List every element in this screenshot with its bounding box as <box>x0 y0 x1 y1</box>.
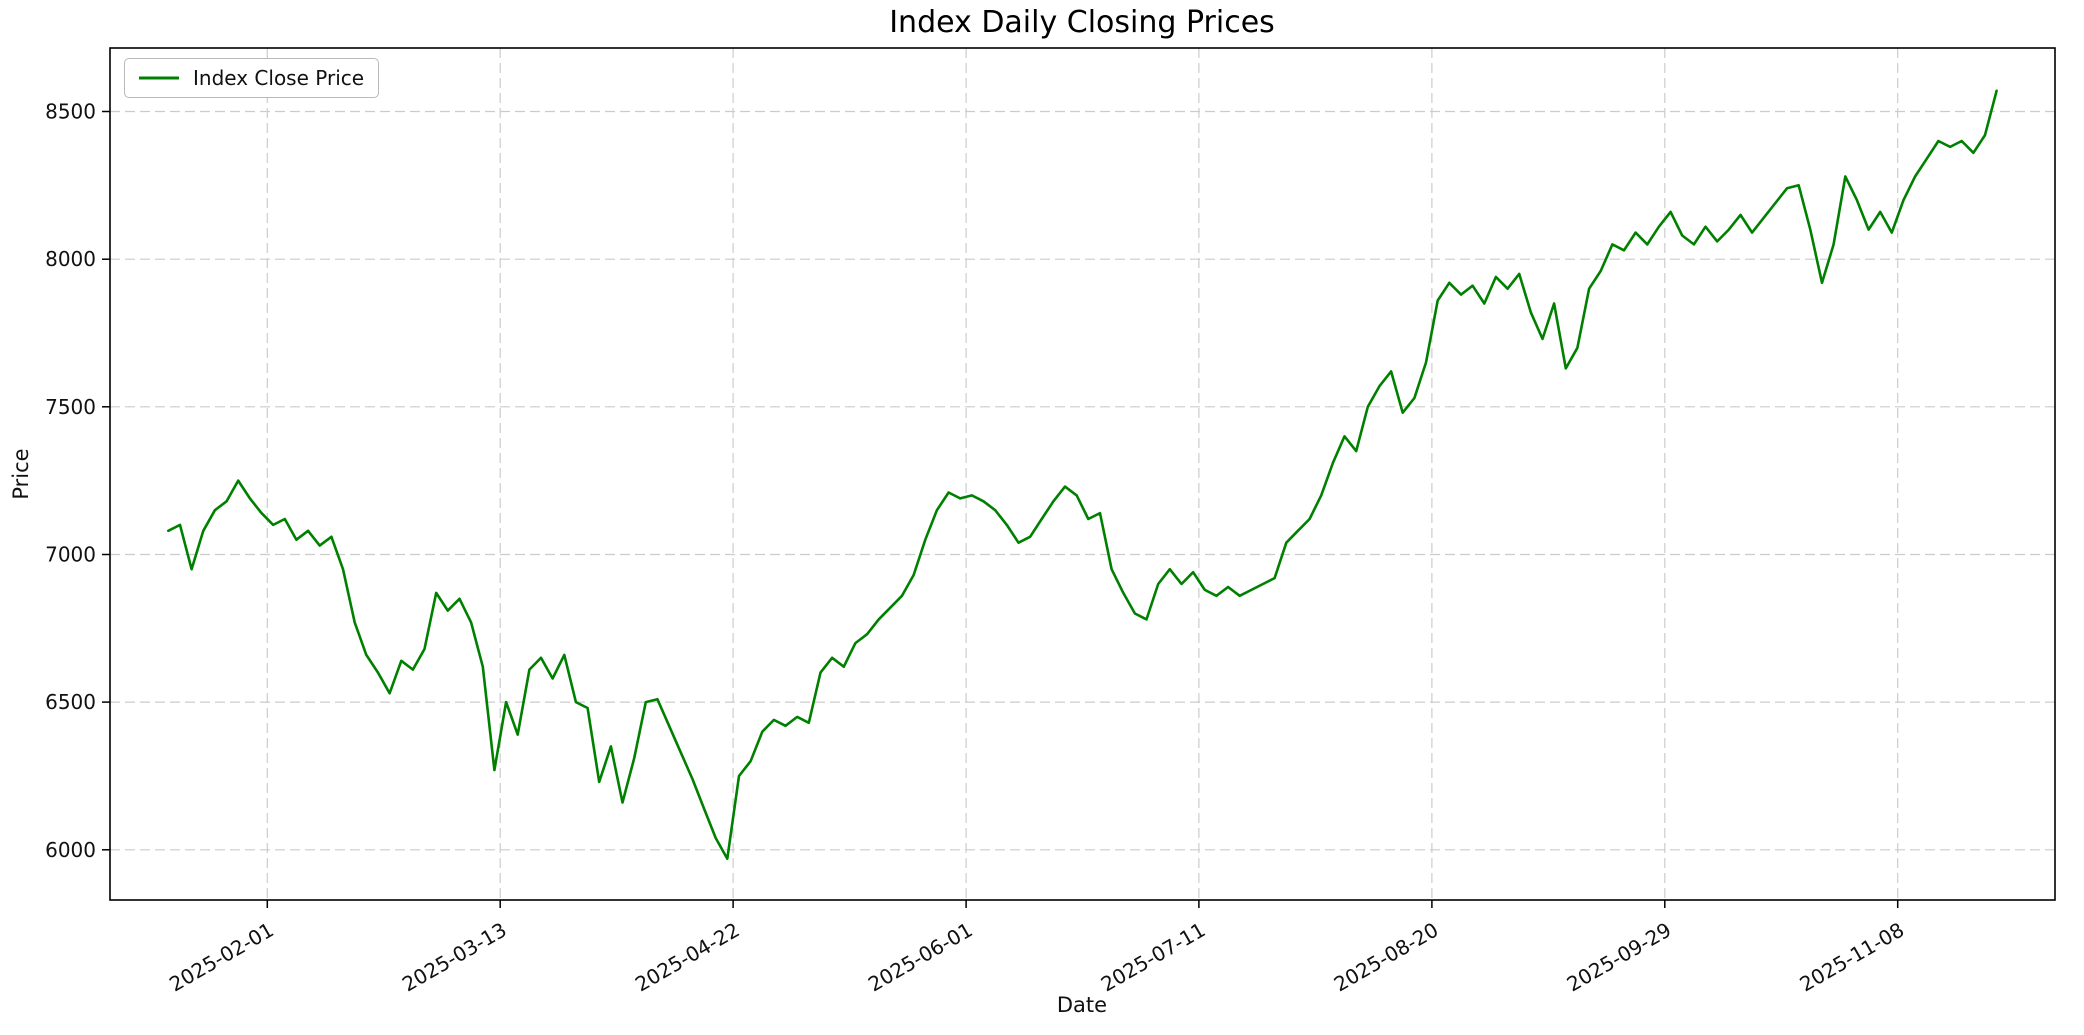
x-tick-label: 2025-09-29 <box>1563 918 1676 997</box>
legend-label: Index Close Price <box>193 66 365 90</box>
legend-line-sample <box>139 76 179 80</box>
x-tick-label: 2025-07-11 <box>1097 918 1210 997</box>
y-tick-label: 6000 <box>45 838 96 862</box>
x-tick-label: 2025-04-22 <box>631 918 744 997</box>
x-tick-label: 2025-08-20 <box>1330 918 1443 997</box>
y-tick-label: 7000 <box>45 543 96 567</box>
price-series-line <box>167 89 1998 861</box>
plot-border <box>109 47 2056 901</box>
legend: Index Close Price <box>124 58 380 98</box>
plot-area: 6000 6500 7000 7500 8000 8500 2025-02-01 2025-0… <box>45 47 2056 997</box>
x-tick-label: 2025-06-01 <box>864 918 977 997</box>
x-tick-label: 2025-02-01 <box>165 918 278 997</box>
y-tick-label: 8500 <box>45 100 96 124</box>
x-axis-label: Date <box>1057 993 1107 1017</box>
chart-title: Index Daily Closing Prices <box>889 5 1275 40</box>
y-tick-label: 8000 <box>45 247 96 271</box>
y-axis-label: Price <box>9 448 33 499</box>
x-tick-label: 2025-11-08 <box>1796 918 1909 997</box>
y-tick-label: 7500 <box>45 395 96 419</box>
x-tick-label: 2025-03-13 <box>398 918 511 997</box>
y-tick-label: 6500 <box>45 690 96 714</box>
